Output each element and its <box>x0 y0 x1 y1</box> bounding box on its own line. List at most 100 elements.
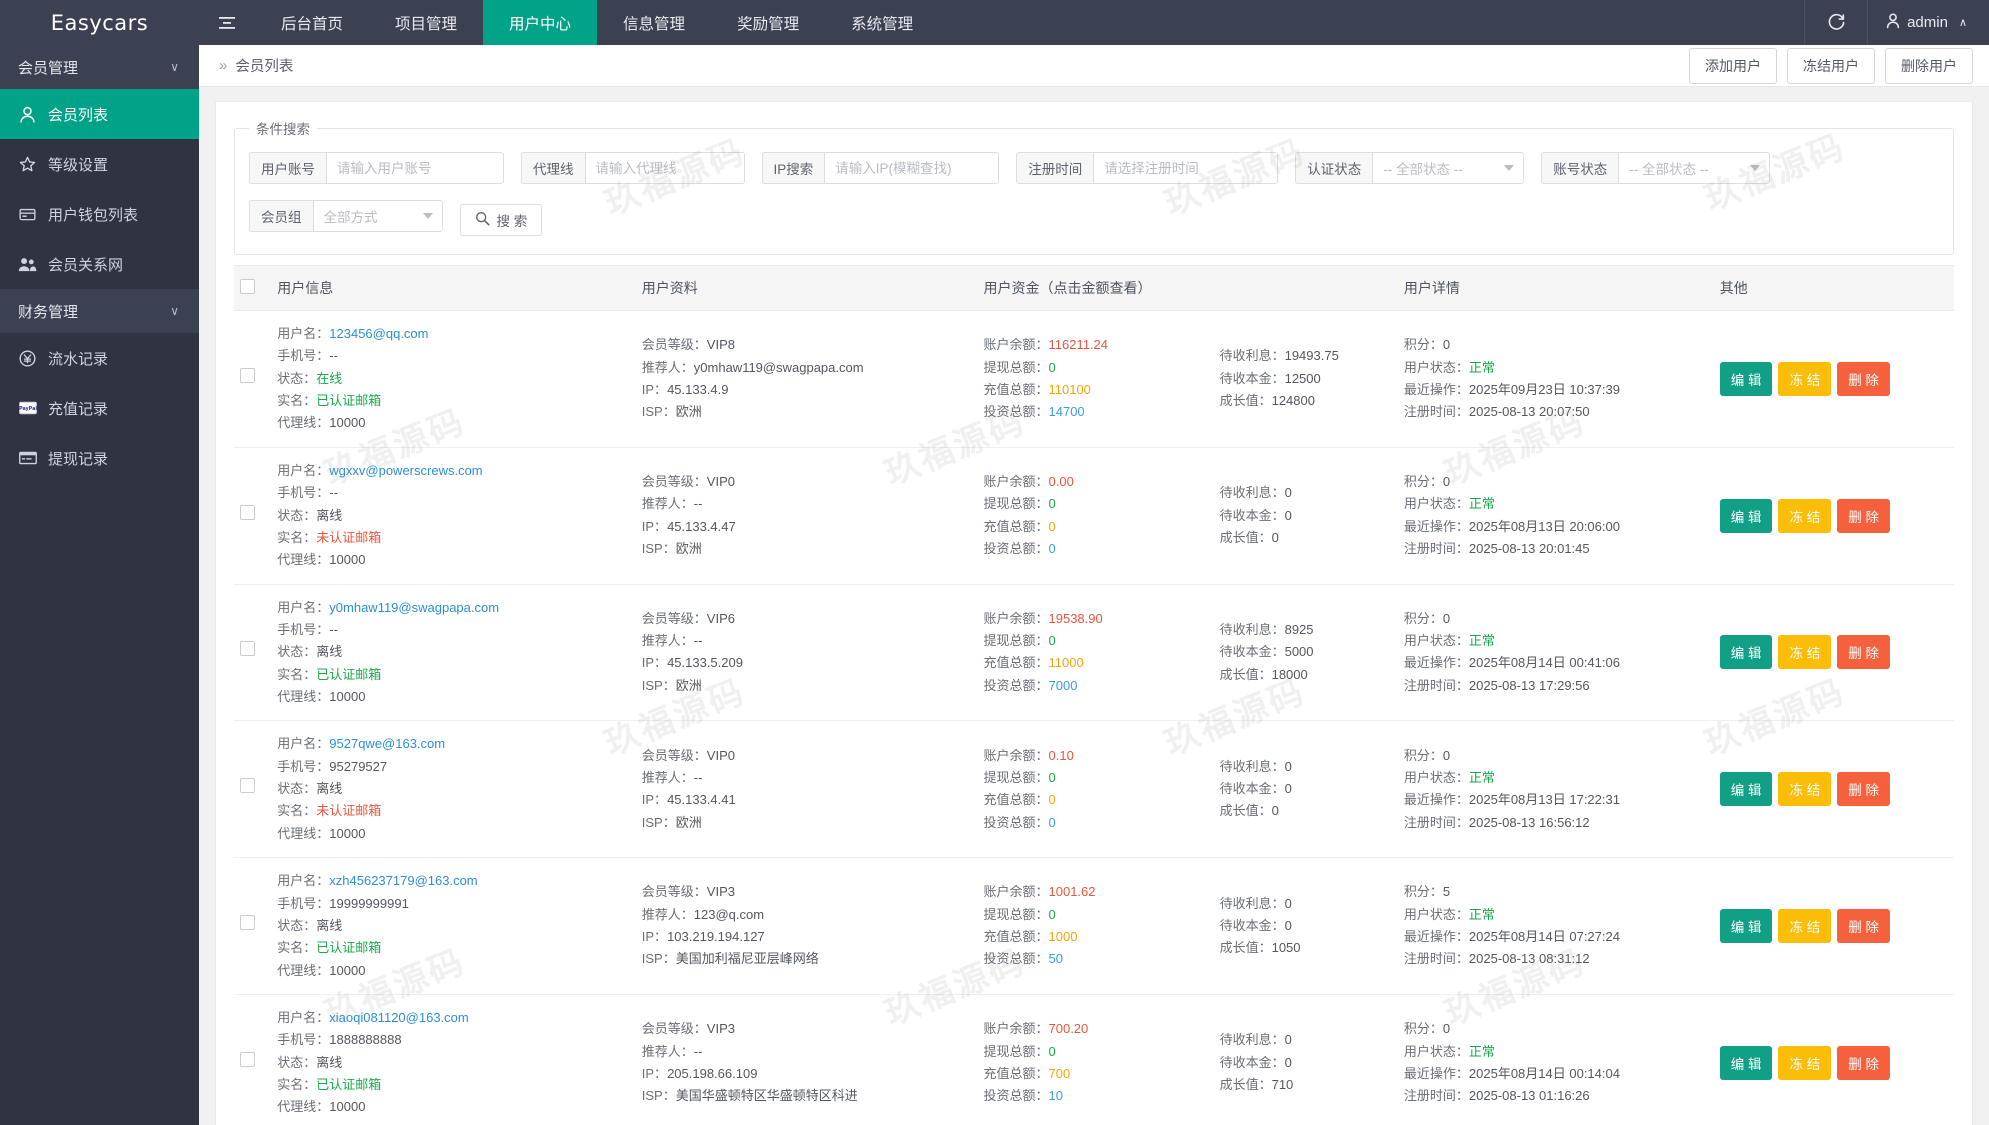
cell-user-funds[interactable]: 账户余额：116211.24 提现总额：0 充值总额：110100 投资总额：1470… <box>977 310 1214 448</box>
user-level-label: 会员等级： <box>641 747 707 763</box>
nav-item-2[interactable]: 用户中心 <box>483 0 598 45</box>
table-row[interactable]: 用户名：wgxxv@powerscrews.com 手机号：-- 状态：离线 实名：未… <box>234 447 1954 585</box>
del-button[interactable]: 删 除 <box>1837 1045 1891 1080</box>
sidebar-item-0-2[interactable]: 用户钱包列表 <box>0 189 199 239</box>
user-level-value: VIP0 <box>706 747 735 763</box>
freeze-button[interactable]: 冻 结 <box>1778 772 1832 807</box>
other-points: 积分：0 <box>1404 608 1708 630</box>
table-row[interactable]: 用户名：9527qwe@163.com 手机号：95279527 状态：离线 实名：未… <box>234 720 1954 859</box>
cell-user-funds[interactable]: 账户余额：19538.90 提现总额：0 充值总额：11000 投资总额：7000 <box>977 584 1214 722</box>
other-points-value: 0 <box>1442 337 1451 353</box>
other-user-status: 用户状态：正常 <box>1404 904 1708 926</box>
sidebar-item-1-0[interactable]: 流水记录 <box>0 333 199 383</box>
sidebar-item-label: 会员关系网 <box>48 256 124 274</box>
search-button[interactable]: 搜 索 <box>459 204 543 236</box>
content-panel: 条件搜索 用户账号 代理线 IP搜索 注册时间 认证状态 -- 全部状态 -- 账号状态 --… <box>215 101 1973 1125</box>
filter-input[interactable] <box>1093 152 1279 184</box>
sidebar-item-0-0[interactable]: 会员列表 <box>0 89 199 139</box>
edit-button[interactable]: 编 辑 <box>1719 772 1773 807</box>
sidebar-group-1[interactable]: 财务管理 ∨ <box>0 289 199 333</box>
edit-button[interactable]: 编 辑 <box>1719 1045 1773 1080</box>
detail-principal-due-label: 待收本金： <box>1219 370 1285 386</box>
select-all-checkbox[interactable] <box>240 279 255 294</box>
freeze-button[interactable]: 冻 结 <box>1778 635 1832 670</box>
filter-select[interactable]: -- 全部状态 -- <box>1618 152 1771 184</box>
sidebar-item-1-2[interactable]: 提现记录 <box>0 433 199 483</box>
nav-item-0[interactable]: 后台首页 <box>255 0 369 45</box>
table-row[interactable]: 用户名：xiaoqi081120@163.com 手机号：1888888888 状态… <box>234 994 1954 1125</box>
filter-input[interactable] <box>326 152 504 184</box>
user-level: 会员等级：VIP3 <box>642 881 972 903</box>
other-register-time-label: 注册时间： <box>1403 541 1469 557</box>
sidebar-item-0-3[interactable]: 会员关系网 <box>0 239 199 289</box>
user-name: 用户名：xzh456237179@163.com <box>277 870 630 892</box>
nav-item-label: 奖励管理 <box>737 15 800 33</box>
detail-principal-due: 待收本金：0 <box>1220 505 1392 527</box>
del-button[interactable]: 删 除 <box>1837 635 1891 670</box>
fund-withdraw-total-label: 提现总额： <box>983 633 1049 649</box>
row-checkbox[interactable] <box>240 367 255 383</box>
other-register-time-label: 注册时间： <box>1403 677 1469 693</box>
row-checkbox[interactable] <box>240 1051 255 1067</box>
del-button[interactable]: 删 除 <box>1837 361 1891 396</box>
refresh-icon[interactable] <box>1804 0 1869 45</box>
user-isp: ISP：欧洲 <box>641 404 702 420</box>
detail-growth-value: 1050 <box>1271 940 1301 956</box>
user-name: 用户名：123456@qq.com <box>277 323 630 345</box>
fund-balance-label: 账户余额： <box>983 1021 1049 1037</box>
header-button-1[interactable]: 冻结用户 <box>1787 47 1875 84</box>
filter-select[interactable]: -- 全部状态 -- <box>1372 152 1525 184</box>
chevron-down-icon <box>422 213 433 219</box>
filter-input[interactable] <box>584 152 745 184</box>
fund-invest-total-label: 投资总额： <box>983 404 1049 420</box>
app-brand: Easycars <box>50 10 149 35</box>
table-row[interactable]: 用户名：y0mhaw119@swagpapa.com 手机号：-- 状态：离线 实名：… <box>234 584 1954 722</box>
user-agentline-label: 代理线： <box>277 552 330 568</box>
filter-input[interactable] <box>824 152 1000 184</box>
other-last-operation-value: 2025年08月14日 00:41:06 <box>1468 655 1620 671</box>
filter-select[interactable]: 全部方式 <box>312 200 443 232</box>
nav-item-1[interactable]: 项目管理 <box>369 0 483 45</box>
cell-user-funds[interactable]: 账户余额：1001.62 提现总额：0 充值总额：1000 投资总额：50 <box>977 857 1214 995</box>
other-register-time-value: 2025-08-13 20:01:45 <box>1468 541 1590 557</box>
table-row[interactable]: 用户名：123456@qq.com 手机号：-- 状态：在线 实名：已认证邮箱 代理线：… <box>234 310 1954 448</box>
sidebar-group-0[interactable]: 会员管理 ∨ <box>0 45 199 89</box>
nav-item-5[interactable]: 系统管理 <box>825 0 939 45</box>
user-agentline-label: 代理线： <box>277 689 330 705</box>
user-name-label: 用户名： <box>277 462 330 478</box>
edit-button[interactable]: 编 辑 <box>1719 498 1773 533</box>
header-button-2[interactable]: 删除用户 <box>1885 47 1973 84</box>
row-checkbox[interactable] <box>240 641 255 657</box>
del-button[interactable]: 删 除 <box>1837 909 1891 944</box>
table-row[interactable]: 用户名：xzh456237179@163.com 手机号：19999999991 状… <box>234 857 1954 995</box>
freeze-button[interactable]: 冻 结 <box>1778 1045 1832 1080</box>
sidebar-item-0-1[interactable]: 等级设置 <box>0 139 199 189</box>
sidebar-item-1-1[interactable]: PayPal 充值记录 <box>0 383 199 433</box>
edit-button[interactable]: 编 辑 <box>1719 635 1773 670</box>
nav-item-3[interactable]: 信息管理 <box>597 0 711 45</box>
sidebar-toggle-icon[interactable] <box>199 0 255 45</box>
edit-button[interactable]: 编 辑 <box>1719 361 1773 396</box>
freeze-button[interactable]: 冻 结 <box>1778 361 1832 396</box>
freeze-button[interactable]: 冻 结 <box>1778 909 1832 944</box>
header-button-0[interactable]: 添加用户 <box>1689 47 1777 84</box>
user-name: admin <box>1907 14 1948 31</box>
user-menu[interactable]: admin ∧ <box>1868 0 1989 45</box>
row-checkbox[interactable] <box>240 504 255 520</box>
detail-growth-label: 成长值： <box>1219 1077 1272 1093</box>
row-checkbox[interactable] <box>240 914 255 930</box>
cell-user-funds[interactable]: 账户余额：0.00 提现总额：0 充值总额：0 投资总额：0 <box>977 447 1214 585</box>
cell-user-funds[interactable]: 账户余额：700.20 提现总额：0 充值总额：700 投资总额：10 <box>977 994 1214 1125</box>
yen-circle-icon <box>18 349 37 368</box>
col-user-detail: 用户详情 <box>1397 265 1714 311</box>
nav-item-4[interactable]: 奖励管理 <box>711 0 825 45</box>
freeze-button[interactable]: 冻 结 <box>1778 498 1832 533</box>
row-checkbox[interactable] <box>240 778 255 794</box>
chevron-up-icon: ∧ <box>1958 17 1967 29</box>
other-points-value: 0 <box>1442 610 1451 626</box>
detail-growth: 成长值：124800 <box>1220 390 1392 412</box>
del-button[interactable]: 删 除 <box>1837 772 1891 807</box>
edit-button[interactable]: 编 辑 <box>1719 909 1773 944</box>
del-button[interactable]: 删 除 <box>1837 498 1891 533</box>
cell-user-funds[interactable]: 账户余额：0.10 提现总额：0 充值总额：0 投资总额：0 <box>977 720 1214 859</box>
